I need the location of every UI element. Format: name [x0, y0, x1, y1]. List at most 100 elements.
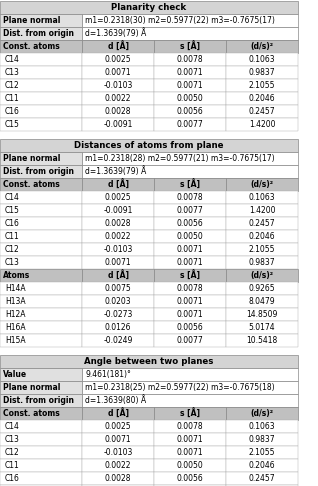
Bar: [154, 433, 226, 446]
Text: 0.0022: 0.0022: [105, 461, 131, 470]
Bar: [226, 459, 298, 472]
Text: d [Å]: d [Å]: [107, 179, 128, 190]
Bar: [154, 118, 226, 131]
Text: 2.1055: 2.1055: [249, 81, 275, 90]
Bar: [0, 269, 82, 282]
Bar: [154, 204, 226, 217]
Bar: [226, 282, 298, 295]
Bar: [82, 152, 298, 165]
Text: 0.0071: 0.0071: [177, 245, 203, 254]
Bar: [154, 269, 226, 282]
Text: Plane normal: Plane normal: [3, 16, 60, 25]
Bar: [226, 105, 298, 118]
Bar: [0, 459, 82, 472]
Text: C14: C14: [5, 55, 20, 64]
Bar: [0, 282, 82, 295]
Text: Dist. from origin: Dist. from origin: [3, 396, 74, 405]
Bar: [82, 92, 154, 105]
Text: C12: C12: [5, 448, 20, 457]
Text: 0.0071: 0.0071: [177, 435, 203, 444]
Bar: [0, 40, 82, 53]
Bar: [154, 40, 226, 53]
Text: m1=0.2318(28) m2=0.5977(21) m3=-0.7675(17): m1=0.2318(28) m2=0.5977(21) m3=-0.7675(1…: [85, 154, 275, 163]
Text: 0.0025: 0.0025: [105, 193, 131, 202]
Bar: [0, 420, 82, 433]
Bar: [0, 139, 298, 152]
Text: C16: C16: [5, 474, 20, 483]
Bar: [82, 217, 154, 230]
Text: 0.0056: 0.0056: [176, 219, 204, 228]
Text: 0.0022: 0.0022: [105, 94, 131, 103]
Bar: [82, 66, 154, 79]
Text: 1.4200: 1.4200: [249, 120, 275, 129]
Text: 9.461(181)°: 9.461(181)°: [85, 370, 131, 379]
Text: 10.5418: 10.5418: [246, 336, 278, 345]
Text: 0.1063: 0.1063: [249, 55, 275, 64]
Bar: [82, 446, 154, 459]
Text: Dist. from origin: Dist. from origin: [3, 29, 74, 38]
Text: 0.1063: 0.1063: [249, 193, 275, 202]
Bar: [226, 53, 298, 66]
Bar: [154, 53, 226, 66]
Text: d [Å]: d [Å]: [107, 41, 128, 52]
Text: 0.0050: 0.0050: [176, 461, 204, 470]
Text: 0.0071: 0.0071: [177, 258, 203, 267]
Bar: [82, 472, 154, 485]
Bar: [82, 334, 154, 347]
Text: C11: C11: [5, 232, 20, 241]
Bar: [154, 105, 226, 118]
Bar: [0, 230, 82, 243]
Text: H13A: H13A: [5, 297, 26, 306]
Bar: [0, 295, 82, 308]
Bar: [82, 79, 154, 92]
Bar: [154, 92, 226, 105]
Bar: [226, 446, 298, 459]
Bar: [226, 204, 298, 217]
Bar: [154, 446, 226, 459]
Text: H12A: H12A: [5, 310, 25, 319]
Bar: [154, 66, 226, 79]
Text: (d/s)²: (d/s)²: [251, 42, 273, 51]
Bar: [154, 485, 226, 486]
Text: 0.9837: 0.9837: [249, 258, 275, 267]
Bar: [82, 53, 154, 66]
Text: 0.0077: 0.0077: [176, 336, 204, 345]
Text: 0.0071: 0.0071: [105, 435, 131, 444]
Bar: [0, 66, 82, 79]
Text: -0.0273: -0.0273: [103, 310, 133, 319]
Bar: [226, 243, 298, 256]
Text: H15A: H15A: [5, 336, 26, 345]
Bar: [226, 321, 298, 334]
Text: d [Å]: d [Å]: [107, 270, 128, 280]
Bar: [226, 230, 298, 243]
Bar: [82, 230, 154, 243]
Bar: [82, 256, 154, 269]
Bar: [0, 79, 82, 92]
Bar: [82, 105, 154, 118]
Bar: [226, 118, 298, 131]
Text: 0.0028: 0.0028: [105, 474, 131, 483]
Bar: [154, 420, 226, 433]
Text: -0.0249: -0.0249: [103, 336, 133, 345]
Bar: [226, 308, 298, 321]
Bar: [226, 40, 298, 53]
Bar: [0, 178, 82, 191]
Text: 0.0056: 0.0056: [176, 323, 204, 332]
Bar: [0, 256, 82, 269]
Bar: [82, 420, 154, 433]
Text: 0.0078: 0.0078: [177, 193, 203, 202]
Text: C12: C12: [5, 81, 20, 90]
Text: 0.2046: 0.2046: [249, 461, 275, 470]
Bar: [82, 165, 298, 178]
Text: 0.0028: 0.0028: [105, 107, 131, 116]
Bar: [82, 407, 154, 420]
Text: 0.0050: 0.0050: [176, 232, 204, 241]
Bar: [226, 472, 298, 485]
Text: Dist. from origin: Dist. from origin: [3, 167, 74, 176]
Text: Value: Value: [3, 370, 27, 379]
Bar: [226, 256, 298, 269]
Text: 0.0028: 0.0028: [105, 219, 131, 228]
Text: (d/s)²: (d/s)²: [251, 271, 273, 280]
Bar: [0, 407, 82, 420]
Text: d=1.3639(79) Å: d=1.3639(79) Å: [85, 167, 146, 176]
